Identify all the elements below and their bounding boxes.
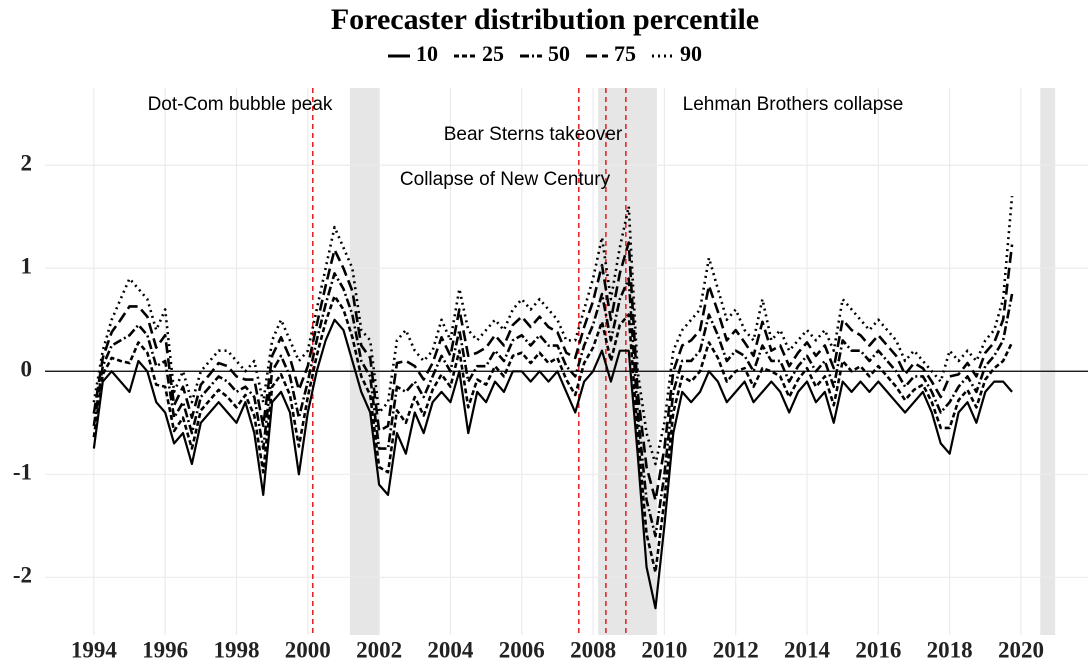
annotation: Collapse of New Century	[400, 169, 611, 190]
x-tick-label: 2012	[713, 637, 759, 662]
x-tick-label: 2006	[499, 637, 545, 662]
y-tick-label: 1	[21, 254, 33, 279]
y-tick-label: -2	[13, 563, 32, 588]
y-tick-label: -1	[13, 460, 32, 485]
legend-label: 75	[614, 41, 636, 66]
legend-label: 90	[680, 41, 702, 66]
legend-label: 10	[416, 41, 438, 66]
annotation: Dot-Com bubble peak	[148, 94, 333, 115]
legend: 10 25 50 75 90	[388, 41, 702, 66]
x-tick-label: 2004	[427, 637, 474, 662]
series-line	[92, 272, 1014, 538]
shaded-period	[1040, 88, 1056, 635]
annotation: Bear Sterns takeover	[444, 124, 623, 145]
x-tick-label: 1996	[142, 637, 188, 662]
series-line	[92, 318, 1013, 610]
x-tick-label: 1998	[213, 637, 259, 662]
x-tick-label: 2002	[356, 637, 402, 662]
x-tick-label: 1994	[71, 637, 118, 662]
series-line	[92, 196, 1014, 466]
x-tick-label: 2000	[285, 637, 331, 662]
legend-label: 50	[548, 41, 570, 66]
x-tick-label: 2018	[927, 637, 973, 662]
x-tick-label: 2016	[855, 637, 901, 662]
shaded-period	[598, 88, 657, 635]
legend-label: 25	[482, 41, 504, 66]
x-tick-label: 2008	[570, 637, 616, 662]
series-line	[92, 241, 1014, 502]
series-line	[92, 294, 1014, 574]
legend-title: Forecaster distribution percentile	[331, 3, 759, 36]
annotation: Lehman Brothers collapse	[683, 94, 904, 115]
x-tick-label: 2020	[998, 637, 1044, 662]
y-tick-label: 0	[21, 357, 33, 382]
x-tick-label: 2010	[641, 637, 687, 662]
shaded-period	[349, 88, 380, 635]
x-tick-label: 2014	[784, 637, 831, 662]
y-tick-label: 2	[21, 151, 33, 176]
